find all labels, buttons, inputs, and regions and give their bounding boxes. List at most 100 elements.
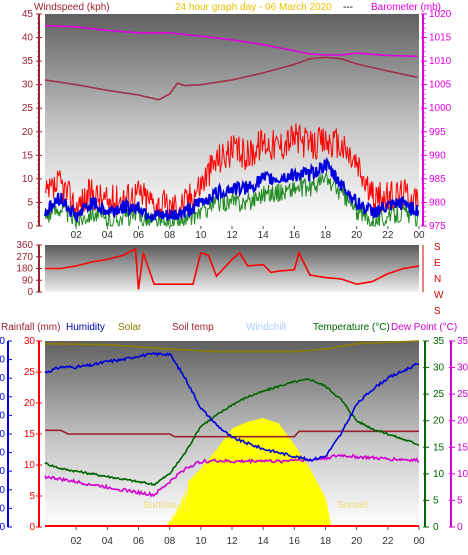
direction-tick-label: 0 bbox=[27, 287, 33, 298]
humidity-tick-label: 80 bbox=[0, 373, 5, 384]
direction-label-s-top: S bbox=[434, 242, 441, 253]
barometer-axis-title: Barometer (mb) bbox=[371, 2, 441, 13]
humidity-tick-label: 0 bbox=[0, 522, 5, 533]
wind-tick-label: 10 bbox=[22, 174, 34, 185]
baro-tick-label: 1020 bbox=[429, 9, 452, 20]
direction-label-n: N bbox=[434, 274, 441, 285]
baro-tick-label: 1000 bbox=[429, 103, 452, 114]
wind-tick-label: 5 bbox=[27, 197, 33, 208]
humidity-tick-label: 10 bbox=[0, 503, 5, 514]
windchill-legend: Windchill bbox=[246, 322, 286, 333]
time-tick-label: 08 bbox=[164, 536, 176, 547]
time-tick-label: 08 bbox=[164, 230, 176, 241]
baro-tick-label: 1010 bbox=[429, 56, 452, 67]
humidity-legend: Humidity bbox=[66, 322, 105, 333]
time-tick-label: 06 bbox=[133, 536, 145, 547]
time-tick-label: 10 bbox=[195, 536, 207, 547]
pressure-trend-line bbox=[44, 56, 418, 101]
solar-line bbox=[45, 340, 420, 353]
dew-point-tick-label: 5 bbox=[457, 495, 463, 506]
rainfall-tick-label: 5 bbox=[29, 491, 35, 502]
time-tick-label: 02 bbox=[71, 536, 83, 547]
solar-legend: Solar bbox=[118, 322, 142, 333]
direction-label-e: E bbox=[434, 258, 441, 269]
rainfall-tick-label: 15 bbox=[24, 429, 36, 440]
humidity-tick-label: 60 bbox=[0, 410, 5, 421]
sunset-label: Sunset bbox=[337, 500, 368, 511]
dew-point-tick-label: 20 bbox=[457, 416, 468, 427]
humidity-tick-label: 100 bbox=[0, 336, 5, 347]
time-tick-label: 00 bbox=[413, 536, 425, 547]
baro-tick-label: 985 bbox=[429, 174, 446, 185]
baro-tick-label: 995 bbox=[429, 127, 446, 138]
dew-point-line bbox=[44, 453, 420, 498]
dew-point-tick-label: 0 bbox=[457, 522, 463, 533]
time-tick-label: 04 bbox=[102, 230, 114, 241]
rainfall-tick-label: 0 bbox=[29, 522, 35, 533]
baro-tick-label: 980 bbox=[429, 197, 446, 208]
baro-tick-label: 1005 bbox=[429, 80, 452, 91]
wind-tick-label: 40 bbox=[22, 33, 34, 44]
temperature-tick-label: 5 bbox=[433, 495, 439, 506]
humidity-line bbox=[44, 351, 420, 462]
rainfall-tick-label: 25 bbox=[24, 367, 36, 378]
time-tick-label: 16 bbox=[289, 536, 301, 547]
temperature-tick-label: 35 bbox=[433, 336, 445, 347]
time-tick-label: 02 bbox=[71, 230, 83, 241]
time-tick-label: 14 bbox=[258, 230, 270, 241]
time-tick-label: 00 bbox=[413, 230, 425, 241]
wind-tick-label: 45 bbox=[22, 9, 34, 20]
time-tick-label: 18 bbox=[320, 230, 332, 241]
direction-panel-background bbox=[45, 245, 419, 292]
time-tick-label: 14 bbox=[258, 536, 270, 547]
dew-point-tick-label: 25 bbox=[457, 389, 468, 400]
direction-tick-label: 270 bbox=[16, 252, 33, 263]
dew-point-tick-label: 35 bbox=[457, 336, 468, 347]
wind-tick-label: 0 bbox=[27, 221, 33, 232]
direction-tick-label: 360 bbox=[16, 240, 33, 251]
temperature-tick-label: 20 bbox=[433, 416, 445, 427]
time-tick-label: 06 bbox=[133, 230, 145, 241]
time-tick-label: 22 bbox=[382, 230, 394, 241]
temperature-tick-label: 15 bbox=[433, 442, 445, 453]
rainfall-tick-label: 20 bbox=[24, 398, 36, 409]
humidity-tick-label: 20 bbox=[0, 485, 5, 496]
humidity-tick-label: 90 bbox=[0, 355, 5, 366]
rainfall-tick-label: 30 bbox=[24, 336, 36, 347]
temperature-tick-label: 30 bbox=[433, 363, 445, 374]
baro-tick-label: 1015 bbox=[429, 33, 452, 44]
temperature-tick-label: 10 bbox=[433, 469, 445, 480]
dew-point-tick-label: 30 bbox=[457, 363, 468, 374]
baro-tick-label: 975 bbox=[429, 221, 446, 232]
chart-title: 24 hour graph day - 06 March 2020 bbox=[175, 2, 332, 13]
wind-chart: 0510152025303540459759809859909951000100… bbox=[22, 9, 452, 241]
time-tick-label: 22 bbox=[382, 536, 394, 547]
rainfall-tick-label: 10 bbox=[24, 460, 36, 471]
temperature-line bbox=[44, 378, 420, 487]
time-tick-label: 10 bbox=[195, 230, 207, 241]
baro-tick-label: 990 bbox=[429, 150, 446, 161]
wind-direction-line bbox=[45, 247, 420, 290]
average-wind-line bbox=[44, 156, 420, 224]
direction-tick-label: 180 bbox=[16, 264, 33, 275]
barometer-line bbox=[45, 25, 418, 58]
title-separator: --- bbox=[343, 2, 353, 13]
humidity-tick-label: 50 bbox=[0, 429, 5, 440]
solar-radiation-area bbox=[165, 418, 332, 527]
humidity-tick-label: 40 bbox=[0, 448, 5, 459]
dew-point-axis-title: Dew Point (°C) bbox=[391, 322, 457, 333]
dew-point-tick-label: 10 bbox=[457, 469, 468, 480]
time-tick-label: 12 bbox=[226, 536, 238, 547]
time-tick-label: 18 bbox=[320, 536, 332, 547]
humidity-tick-label: 30 bbox=[0, 466, 5, 477]
temperature-tick-label: 25 bbox=[433, 389, 445, 400]
soil-temp-legend: Soil temp bbox=[172, 322, 214, 333]
time-tick-label: 12 bbox=[226, 230, 238, 241]
temperature-tick-label: 0 bbox=[433, 522, 439, 533]
wind-tick-label: 30 bbox=[22, 80, 34, 91]
temperature-axis-title: Temperature (°C) bbox=[313, 322, 390, 333]
wind-tick-label: 25 bbox=[22, 103, 34, 114]
